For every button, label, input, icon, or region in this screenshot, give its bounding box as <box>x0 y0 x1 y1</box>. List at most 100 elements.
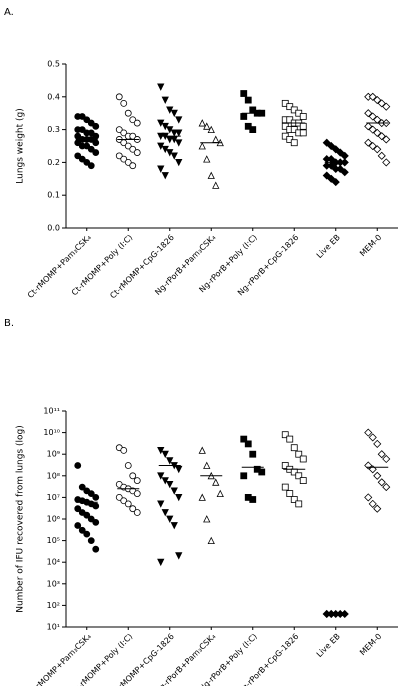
dot <box>83 530 91 538</box>
y-tick-label: 10² <box>47 601 60 610</box>
dot <box>161 477 169 485</box>
dot <box>207 171 215 179</box>
dot <box>170 109 178 118</box>
dot <box>203 122 211 130</box>
dot <box>295 500 303 508</box>
dot <box>78 483 86 491</box>
dot <box>240 113 248 120</box>
dot <box>368 141 377 151</box>
dot <box>87 515 95 523</box>
dot <box>175 116 183 124</box>
dot <box>124 158 132 166</box>
dot <box>327 141 336 151</box>
dot <box>92 149 100 156</box>
dot <box>203 461 211 469</box>
dot <box>281 462 289 469</box>
dot <box>203 155 211 163</box>
dot <box>161 509 169 517</box>
dot <box>157 83 165 91</box>
dot <box>327 174 336 183</box>
dot <box>286 490 294 497</box>
dot <box>157 500 165 508</box>
dot <box>382 135 391 144</box>
y-tick-label: 10¹⁰ <box>43 428 60 437</box>
dot <box>373 145 382 154</box>
dot <box>74 462 82 469</box>
dot <box>377 99 386 108</box>
y-tick-label: 10¹¹ <box>43 407 60 416</box>
dot <box>175 493 183 502</box>
dot <box>212 135 220 143</box>
dot <box>368 112 377 121</box>
dot <box>216 489 224 497</box>
dot <box>92 502 100 510</box>
dot <box>368 433 377 442</box>
dot <box>170 129 178 137</box>
dot <box>373 128 382 137</box>
dot <box>120 129 128 137</box>
dot <box>340 168 349 177</box>
dot <box>299 113 307 120</box>
y-axis-label: Lungs weight (g) <box>16 108 26 183</box>
dot <box>166 480 174 489</box>
dot <box>240 90 248 97</box>
dot <box>198 142 206 150</box>
dot <box>133 119 141 127</box>
dot <box>336 148 345 157</box>
dot <box>207 536 215 544</box>
dot <box>249 496 257 503</box>
dot <box>87 162 95 170</box>
dot <box>295 450 303 458</box>
y-tick-label: 0.4 <box>47 92 60 101</box>
dot <box>212 181 220 189</box>
dot <box>157 558 165 567</box>
dot <box>322 171 331 180</box>
dot <box>87 119 95 127</box>
dot <box>157 446 165 455</box>
dot <box>322 138 331 147</box>
dot <box>166 515 174 523</box>
dot <box>175 158 183 167</box>
dot <box>115 493 123 501</box>
dot <box>74 152 82 160</box>
dot <box>161 96 169 104</box>
dot <box>87 490 95 497</box>
x-tick-label: MEM-0 <box>358 233 383 258</box>
x-tick-label: MEM-0 <box>358 632 383 657</box>
panel-label: B. <box>4 318 14 329</box>
dot <box>377 151 386 160</box>
dot <box>170 487 178 495</box>
dot <box>129 505 137 513</box>
dot <box>83 511 91 519</box>
dot <box>129 162 137 170</box>
dot <box>78 155 86 163</box>
y-tick-label: 0.3 <box>47 125 60 134</box>
dot <box>120 99 128 107</box>
dot <box>87 129 95 137</box>
dot <box>327 161 336 170</box>
dot <box>331 145 340 154</box>
dot <box>83 142 91 150</box>
dot <box>382 102 391 111</box>
y-tick-label: 10⁹ <box>47 450 60 459</box>
dot <box>240 435 248 443</box>
dot <box>166 457 174 465</box>
dot <box>299 455 307 463</box>
dot <box>120 497 128 505</box>
dot <box>373 439 382 448</box>
panel-label: A. <box>4 7 14 18</box>
dot <box>382 483 391 492</box>
dot <box>364 493 373 502</box>
dot <box>203 515 211 523</box>
dot <box>124 500 132 508</box>
y-tick-label: 10⁶ <box>47 515 60 524</box>
y-tick-label: 10³ <box>47 579 60 588</box>
dot <box>281 431 289 439</box>
dot <box>249 126 257 133</box>
dot <box>170 522 178 530</box>
dot <box>299 477 307 484</box>
dot <box>281 483 289 491</box>
dot <box>133 490 141 497</box>
y-tick-label: 0.1 <box>47 191 60 200</box>
